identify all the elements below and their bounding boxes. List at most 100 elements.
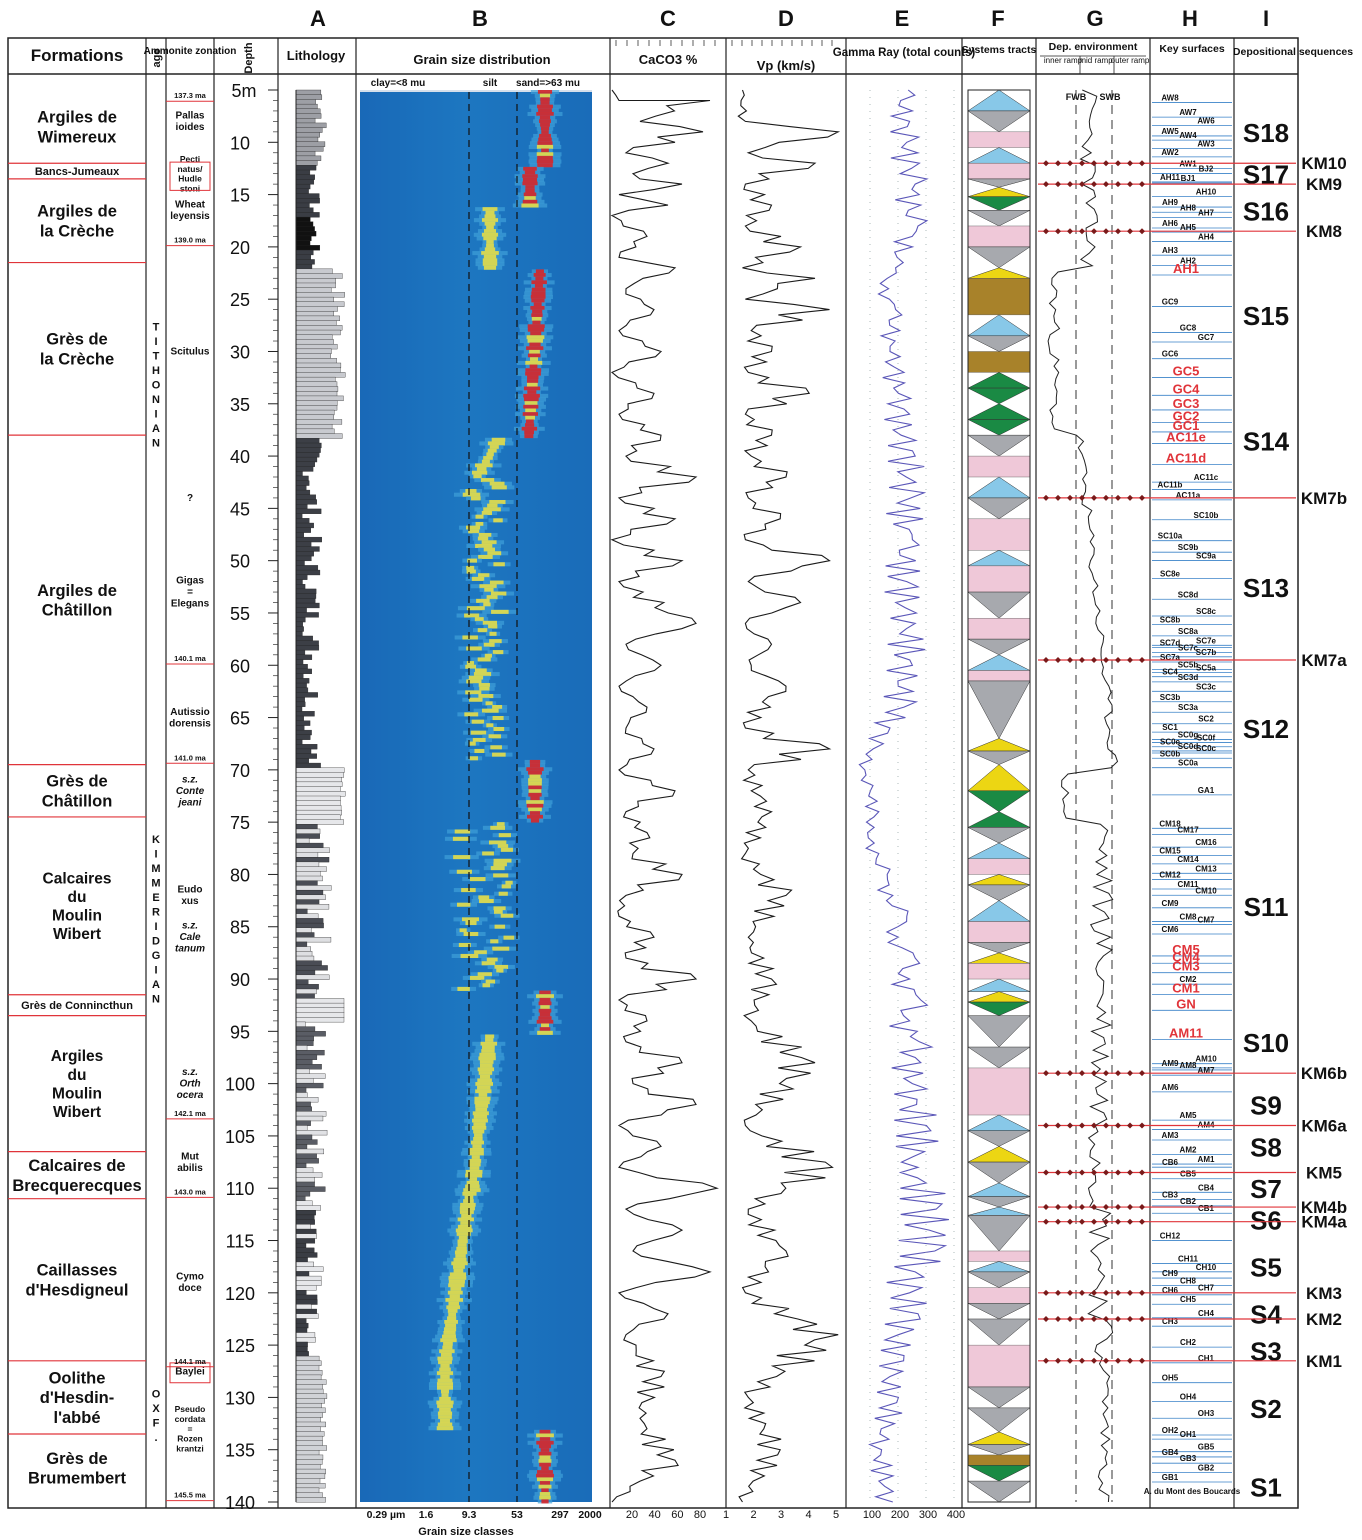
ammonite-zone-label: Pecti [180, 154, 200, 164]
header-lithology: Lithology [287, 48, 346, 63]
systems-tract-triangle [967, 1444, 1031, 1456]
lithology-bed [295, 1280, 322, 1286]
key-surface-label: AH11 [1160, 173, 1181, 182]
key-surface-label: CH4 [1198, 1309, 1215, 1318]
systems-tract-triangle [967, 1206, 1031, 1216]
systems-tract-band [967, 670, 1031, 682]
grain-mode [541, 148, 549, 153]
grain-mode [441, 1393, 449, 1398]
grain-tick-label: 9.3 [462, 1509, 477, 1521]
grain-mode [465, 664, 477, 669]
boundary-marker [1091, 494, 1097, 501]
grain-mode [469, 975, 485, 980]
key-surface-label: CM13 [1195, 864, 1217, 873]
header-formations: Formations [31, 46, 124, 65]
grain-axis-label: Grain size classes [418, 1526, 513, 1538]
systems-tract-band [967, 1454, 1031, 1466]
systems-tract-triangle [967, 1015, 1031, 1048]
grain-mode [537, 104, 553, 109]
grain-mode [540, 97, 550, 102]
E-curve [858, 89, 949, 1503]
ammonite-zone-label: Pseudo [175, 1404, 206, 1414]
lithology-bed [295, 824, 318, 830]
lithology-bed [295, 1172, 323, 1178]
boundary-marker [1139, 1070, 1145, 1077]
grain-mode [536, 144, 554, 149]
key-surface-label: SC2 [1198, 715, 1214, 724]
key-surface-label: CH3 [1162, 1317, 1179, 1326]
lithology-bed [295, 998, 345, 1004]
grain-mode [483, 265, 497, 270]
formation-name: d'Hesdigneul [26, 1281, 129, 1299]
grain-mode [481, 510, 492, 516]
km-label: KM4a [1301, 1213, 1347, 1232]
formation-name: Wibert [53, 1104, 101, 1121]
systems-tract-band [967, 163, 1031, 180]
systems-tract-frame [967, 89, 1031, 1503]
age-letter: I [154, 965, 157, 977]
lithology-bed [295, 1120, 311, 1126]
grain-mode [469, 1158, 482, 1163]
lithology-bed [295, 1459, 323, 1465]
grain-tick-label: 2000 [578, 1509, 602, 1521]
grain-mode [533, 302, 542, 307]
lithology-bed [295, 645, 320, 651]
grain-mode [445, 1323, 457, 1328]
systems-tract-band [967, 565, 1031, 593]
boundary-marker [1091, 228, 1097, 235]
lithology-bed [295, 1228, 317, 1235]
lithology-bed [295, 381, 338, 387]
key-surface-label: SC0f [1197, 734, 1216, 743]
lithology-bed [295, 814, 341, 820]
systems-tract-triangle [967, 638, 1031, 656]
boundary-marker [1079, 1204, 1085, 1211]
ammonite-zone-label: Hudle [178, 174, 202, 184]
depth-tick-label: 75 [230, 813, 250, 833]
grain-mode [486, 243, 494, 248]
boundary-marker [1103, 181, 1109, 188]
lithology-bed [295, 1271, 310, 1277]
C-tick-label: 40 [649, 1509, 661, 1521]
ammonite-zone-label: Mut [181, 1151, 199, 1162]
grain-mode [460, 1202, 476, 1207]
lithology-bed [295, 174, 315, 180]
lithology-bed [295, 979, 309, 985]
age-letter: F [153, 1417, 160, 1429]
grain-mode [539, 1495, 551, 1500]
depth-tick-label: 25 [230, 290, 250, 310]
key-surface-label: CH12 [1160, 1231, 1181, 1240]
grain-mode [536, 994, 554, 999]
grain-mode [481, 251, 499, 256]
lithology-bed [295, 767, 345, 773]
grain-mode [473, 672, 492, 677]
lithology-bed [295, 965, 328, 971]
grain-mode [446, 1305, 461, 1310]
grain-mode [522, 177, 538, 182]
grain-mode [481, 1045, 495, 1050]
grain-mode [456, 869, 472, 874]
grain-mode [483, 602, 491, 607]
boundary-marker [1079, 1070, 1085, 1077]
key-surface-label: CH1 [1198, 1354, 1215, 1363]
grain-mode [466, 569, 476, 574]
grain-mode [486, 595, 498, 600]
lithology-bed [295, 423, 333, 430]
boundary-marker [1055, 494, 1061, 501]
grain-mode [487, 441, 505, 446]
key-surface-label: SC0e [1160, 738, 1181, 747]
km-label: KM2 [1306, 1310, 1342, 1329]
key-surface-label: AM2 [1180, 1146, 1197, 1155]
boundary-marker [1091, 1218, 1097, 1225]
boundary-marker [1055, 228, 1061, 235]
lithology-bed [295, 1167, 314, 1173]
grain-mode [539, 1481, 551, 1486]
grain-mode [530, 305, 545, 311]
grain-mode [471, 470, 488, 475]
key-surface-label: SC9b [1178, 543, 1199, 552]
lithology-bed [295, 899, 320, 905]
grain-mode [534, 284, 543, 289]
depositional-environment-column [1040, 55, 1146, 1503]
lithology-bed [295, 485, 307, 491]
grain-size-background [360, 92, 592, 1502]
grain-mode [468, 529, 480, 534]
